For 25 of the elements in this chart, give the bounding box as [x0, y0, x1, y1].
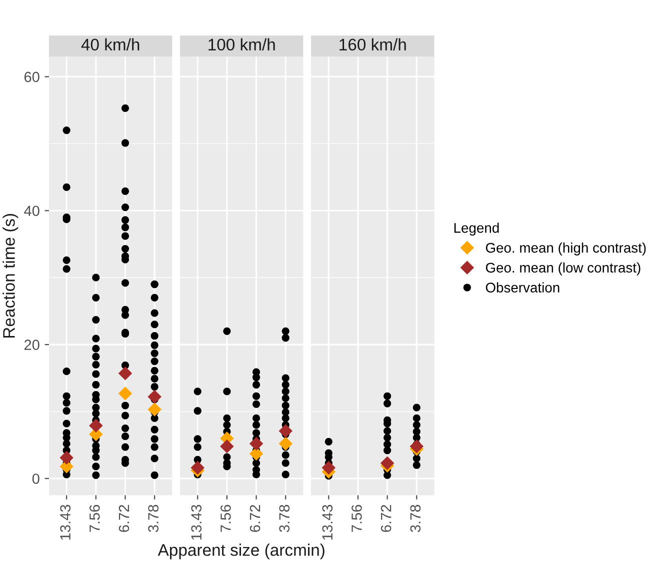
x-tick-label: 13.43 — [191, 504, 202, 540]
x-tick-label: 3.78 — [410, 504, 421, 532]
chart-title: 160 km/h — [340, 38, 406, 51]
x-tick-label: 7.56 — [89, 504, 100, 532]
x-tick-label: 6.72 — [118, 505, 130, 532]
x-tick-label: 13.43 — [60, 504, 70, 540]
x-tick-label: 13.43 — [322, 504, 333, 540]
legend-label: Geo. mean (low contrast) — [486, 262, 640, 276]
x-axis-title: Apparent size (arcmin) — [158, 544, 324, 560]
y-tick-label: 0 — [32, 474, 40, 484]
x-tick-label: 3.78 — [279, 504, 290, 532]
y-tick-label: 20 — [24, 340, 40, 350]
y-axis-title: Reaction time (s) — [2, 214, 18, 338]
x-tick-label: 7.56 — [220, 504, 231, 532]
x-tick-label: 7.56 — [352, 504, 362, 532]
legend-title: Legend — [454, 222, 499, 236]
chart-title: 40 km/h — [81, 38, 140, 51]
chart-title: 100 km/h — [208, 38, 275, 51]
y-tick-label: 60 — [24, 72, 40, 82]
legend-label: Geo. mean (high contrast) — [486, 242, 646, 256]
legend-label: Observation — [486, 282, 560, 293]
y-tick-label: 40 — [24, 206, 40, 216]
x-tick-label: 3.78 — [148, 504, 158, 532]
x-tick-label: 6.72 — [380, 505, 392, 532]
x-tick-label: 6.72 — [250, 505, 260, 532]
